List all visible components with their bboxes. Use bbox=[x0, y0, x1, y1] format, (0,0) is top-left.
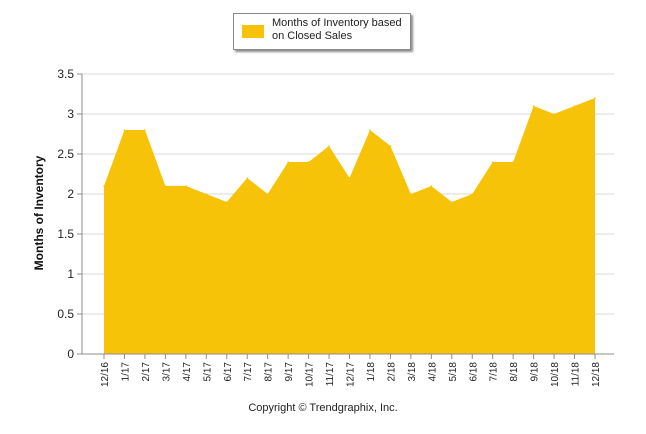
data-point bbox=[144, 129, 146, 131]
legend: Months of Inventory based on Closed Sale… bbox=[233, 13, 411, 50]
y-tick-label: 2 bbox=[67, 187, 74, 201]
data-point bbox=[225, 201, 228, 203]
legend-label: Months of Inventory based on Closed Sale… bbox=[272, 17, 408, 43]
legend-swatch bbox=[242, 25, 264, 38]
legend-label-line-2: on Closed Sales bbox=[272, 30, 353, 42]
data-point bbox=[553, 113, 555, 115]
data-point bbox=[532, 105, 535, 107]
x-tick-label: 11/18 bbox=[571, 362, 582, 387]
y-tick-label: 1 bbox=[67, 267, 74, 281]
x-tick-label: 11/17 bbox=[325, 362, 336, 387]
x-tick-label: 3/17 bbox=[161, 362, 172, 382]
data-point bbox=[512, 161, 514, 163]
data-point bbox=[573, 105, 576, 107]
data-point bbox=[594, 97, 596, 99]
y-tick-label: 3 bbox=[67, 107, 74, 121]
x-tick-label: 7/18 bbox=[489, 362, 500, 382]
data-point bbox=[185, 185, 187, 187]
data-point bbox=[348, 177, 351, 179]
y-tick-label: 2.5 bbox=[57, 147, 74, 161]
x-tick-label: 5/18 bbox=[448, 362, 459, 382]
y-tick-labels: 0 0.5 1 1.5 2 2.5 3 3.5 bbox=[57, 67, 74, 361]
y-axis-label: Months of Inventory bbox=[32, 155, 46, 270]
x-tick-label: 2/17 bbox=[141, 362, 152, 382]
x-tick-label: 12/17 bbox=[346, 362, 357, 387]
x-tick-label: 3/18 bbox=[407, 362, 418, 382]
x-tick-label: 12/18 bbox=[591, 362, 602, 387]
data-point bbox=[430, 185, 433, 187]
data-point bbox=[450, 201, 453, 203]
y-tick-label: 0 bbox=[67, 347, 74, 361]
copyright-text: Copyright © Trendgraphix, Inc. bbox=[248, 402, 398, 414]
x-tick-label: 12/16 bbox=[100, 362, 111, 387]
data-point bbox=[307, 161, 310, 163]
x-tick-label: 10/17 bbox=[305, 362, 316, 387]
data-point bbox=[266, 193, 269, 195]
data-point bbox=[389, 145, 392, 147]
data-point bbox=[471, 193, 474, 195]
area-series bbox=[104, 98, 595, 354]
x-tick-label: 6/18 bbox=[468, 362, 479, 382]
x-tick-label: 2/18 bbox=[386, 362, 397, 382]
x-tick-label: 1/17 bbox=[120, 362, 131, 382]
x-tick-label: 7/17 bbox=[243, 362, 254, 382]
x-tick-label: 1/18 bbox=[366, 362, 377, 382]
x-tick-label: 4/18 bbox=[427, 362, 438, 382]
data-point bbox=[328, 145, 330, 147]
x-tick-labels: 12/16 1/17 2/17 3/17 4/17 5/17 6/17 7/17 8/17 9/1… bbox=[100, 354, 602, 387]
y-tick-label: 1.5 bbox=[57, 227, 74, 241]
data-point bbox=[369, 129, 371, 131]
axes bbox=[81, 74, 614, 355]
x-tick-label: 8/18 bbox=[509, 362, 520, 382]
data-point bbox=[287, 161, 289, 163]
x-tick-label: 9/18 bbox=[530, 362, 541, 382]
data-point bbox=[246, 177, 249, 179]
x-tick-label: 6/17 bbox=[223, 362, 234, 382]
data-point bbox=[491, 161, 494, 163]
legend-label-line-1: Months of Inventory based bbox=[272, 17, 402, 29]
x-tick-label: 5/17 bbox=[202, 362, 213, 382]
x-tick-label: 8/17 bbox=[264, 362, 275, 382]
y-tick-label: 0.5 bbox=[57, 307, 74, 321]
data-point bbox=[410, 193, 412, 195]
data-point bbox=[205, 193, 208, 195]
x-tick-label: 10/18 bbox=[550, 362, 561, 387]
x-tick-label: 9/17 bbox=[284, 362, 295, 382]
x-tick-label: 4/17 bbox=[182, 362, 193, 382]
data-point bbox=[103, 185, 105, 187]
data-point bbox=[164, 185, 167, 187]
area-layer bbox=[103, 97, 596, 354]
y-tick-label: 3.5 bbox=[57, 67, 74, 81]
data-point bbox=[123, 129, 126, 131]
